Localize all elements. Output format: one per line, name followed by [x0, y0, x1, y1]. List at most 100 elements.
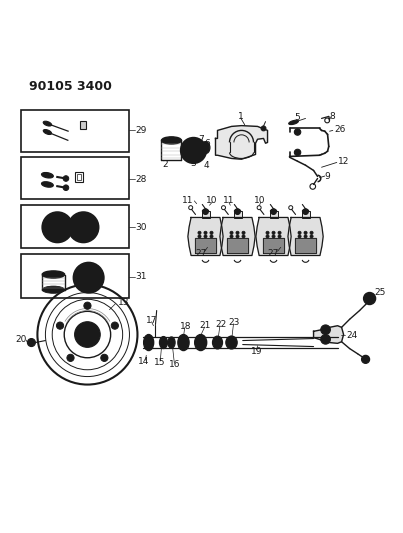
Bar — [80, 121, 86, 129]
Circle shape — [304, 235, 307, 238]
Text: 17: 17 — [146, 316, 157, 325]
Text: 5: 5 — [295, 112, 300, 122]
Circle shape — [321, 335, 330, 344]
Circle shape — [210, 231, 213, 235]
Circle shape — [68, 212, 99, 243]
Text: 19: 19 — [251, 347, 262, 356]
Text: 90105 3400: 90105 3400 — [29, 80, 112, 93]
Ellipse shape — [42, 286, 64, 293]
Circle shape — [294, 129, 301, 135]
Polygon shape — [227, 238, 248, 254]
Ellipse shape — [203, 144, 208, 151]
Ellipse shape — [289, 120, 298, 125]
Text: 31: 31 — [135, 272, 147, 281]
Text: 26: 26 — [334, 125, 346, 134]
Circle shape — [242, 231, 245, 235]
Text: 3: 3 — [190, 159, 195, 168]
Text: 27: 27 — [195, 249, 206, 258]
Polygon shape — [188, 217, 223, 255]
Circle shape — [230, 235, 233, 238]
Ellipse shape — [195, 335, 207, 351]
Circle shape — [27, 338, 35, 346]
Circle shape — [361, 356, 370, 364]
Circle shape — [48, 217, 67, 237]
Circle shape — [272, 231, 275, 235]
Polygon shape — [288, 217, 323, 255]
Circle shape — [67, 354, 74, 361]
Bar — [77, 174, 81, 181]
Text: 23: 23 — [229, 318, 240, 327]
Text: 2: 2 — [162, 160, 168, 169]
Text: 8: 8 — [329, 112, 335, 121]
Circle shape — [294, 149, 301, 156]
Ellipse shape — [43, 130, 52, 134]
Circle shape — [298, 235, 301, 238]
Circle shape — [266, 231, 269, 235]
Circle shape — [204, 231, 207, 235]
Bar — [301, 211, 310, 219]
Text: 25: 25 — [374, 288, 386, 297]
Polygon shape — [314, 326, 344, 343]
Polygon shape — [263, 238, 285, 254]
Bar — [21, 110, 129, 152]
Bar — [270, 211, 278, 219]
Circle shape — [235, 209, 240, 214]
Circle shape — [266, 235, 269, 238]
Circle shape — [74, 217, 93, 237]
Text: 9: 9 — [325, 172, 330, 181]
Ellipse shape — [229, 339, 235, 346]
Ellipse shape — [178, 335, 189, 351]
Circle shape — [63, 176, 69, 181]
Bar — [202, 211, 210, 219]
Circle shape — [111, 322, 118, 329]
Text: 4: 4 — [204, 161, 210, 170]
Text: 24: 24 — [347, 331, 357, 340]
Polygon shape — [295, 238, 316, 254]
Circle shape — [236, 235, 239, 238]
Circle shape — [203, 209, 208, 214]
Ellipse shape — [180, 338, 187, 348]
Text: 21: 21 — [200, 321, 211, 330]
Circle shape — [261, 126, 266, 131]
Circle shape — [210, 235, 213, 238]
Text: 27: 27 — [267, 249, 278, 258]
Ellipse shape — [165, 139, 178, 142]
Polygon shape — [256, 217, 291, 255]
Ellipse shape — [46, 272, 61, 277]
Text: 22: 22 — [215, 320, 226, 329]
Circle shape — [56, 322, 64, 329]
Ellipse shape — [170, 340, 173, 345]
Text: 7: 7 — [198, 135, 204, 144]
Circle shape — [303, 209, 308, 214]
Bar — [21, 205, 129, 248]
Ellipse shape — [168, 337, 175, 348]
Ellipse shape — [215, 340, 220, 346]
Text: 28: 28 — [135, 175, 147, 184]
Ellipse shape — [160, 336, 168, 349]
Ellipse shape — [226, 336, 237, 349]
Ellipse shape — [162, 137, 181, 144]
Ellipse shape — [197, 337, 204, 348]
Text: 11: 11 — [182, 196, 193, 205]
Circle shape — [204, 235, 207, 238]
Circle shape — [181, 138, 206, 163]
Bar — [75, 173, 83, 182]
Circle shape — [73, 262, 104, 293]
Circle shape — [310, 235, 313, 238]
Circle shape — [271, 209, 276, 214]
Circle shape — [42, 212, 73, 243]
Bar — [21, 157, 129, 199]
Text: 18: 18 — [180, 322, 191, 331]
Ellipse shape — [212, 336, 222, 349]
Ellipse shape — [162, 340, 166, 346]
Circle shape — [198, 235, 201, 238]
Text: 11: 11 — [223, 196, 235, 205]
Polygon shape — [195, 238, 216, 254]
Text: 10: 10 — [254, 196, 266, 205]
Circle shape — [84, 302, 91, 309]
Ellipse shape — [42, 271, 64, 278]
Circle shape — [298, 231, 301, 235]
Ellipse shape — [42, 173, 53, 178]
Ellipse shape — [42, 182, 53, 187]
Polygon shape — [216, 126, 268, 159]
